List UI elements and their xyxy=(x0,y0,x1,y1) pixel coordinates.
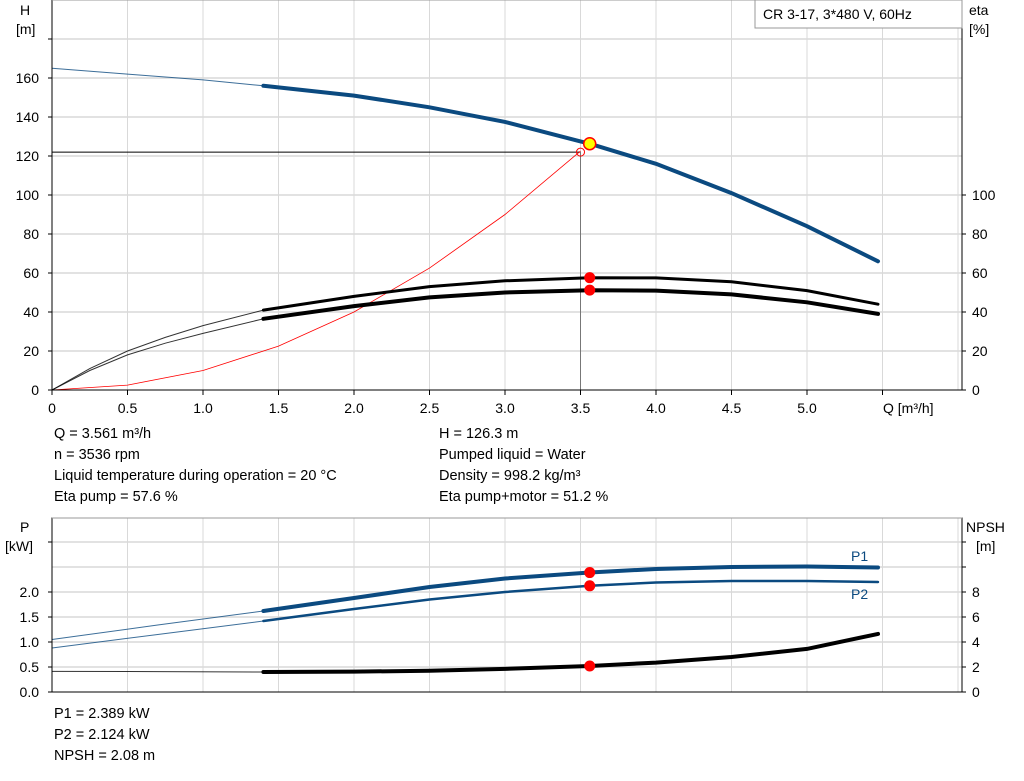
y-axis-label-npsh: NPSH xyxy=(966,519,1005,535)
x-tick-label: 1.5 xyxy=(269,400,289,416)
y-axis-label-p: P xyxy=(20,519,29,535)
lower-plot-area xyxy=(52,518,962,692)
info-liquid: Pumped liquid = Water xyxy=(439,447,586,463)
required-duty-point xyxy=(576,147,585,157)
info-left: Q = 3.561 m³/h n = 3536 rpm Liquid tempe… xyxy=(54,424,337,508)
axis-labels: 0 0.5 1.0 1.5 2.0 2.5 3.0 3.5 4.0 4.5 5.0020406080… xyxy=(16,0,996,700)
info-p2: P2 = 2.124 kW xyxy=(54,727,150,743)
y-axis-unit-p: [kW] xyxy=(5,538,33,554)
operating-point-npsh xyxy=(584,660,596,672)
y-tick-label-right: 8 xyxy=(972,584,980,600)
series-H-extrapolated xyxy=(51,67,264,87)
y-tick-label-left: 120 xyxy=(16,148,40,164)
series-P2-extrapolated xyxy=(51,620,264,649)
operating-point-eta-pump-motor xyxy=(584,284,596,296)
x-axis-label: Q [m³/h] xyxy=(883,400,934,416)
y-tick-label-left: 0 xyxy=(31,382,39,398)
info-speed: n = 3536 rpm xyxy=(54,447,140,463)
x-tick-label: 0 xyxy=(48,400,56,416)
y-tick-label-left: 60 xyxy=(23,265,39,281)
lower-grid xyxy=(52,518,962,692)
series-label-p2: P2 xyxy=(851,586,868,602)
series-NPSH-extrapolated xyxy=(51,670,264,673)
x-tick-label: 2.5 xyxy=(420,400,440,416)
series-eta_pump-extrapolated xyxy=(51,309,264,391)
x-tick-label: 3.5 xyxy=(571,400,591,416)
y-tick-label-left: 40 xyxy=(23,304,39,320)
y-tick-label-right: 6 xyxy=(972,609,980,625)
y-tick-label-left: 20 xyxy=(23,343,39,359)
y-tick-label-left: 140 xyxy=(16,109,40,125)
x-tick-label: 5.0 xyxy=(797,400,817,416)
info-density: Density = 998.2 kg/m³ xyxy=(439,468,581,484)
series-label-p1: P1 xyxy=(851,548,868,564)
series-eta_pump_motor-extrapolated xyxy=(51,318,264,391)
x-tick-label: 1.0 xyxy=(193,400,213,416)
info-temperature: Liquid temperature during operation = 20… xyxy=(54,468,337,484)
x-tick-label: 0.5 xyxy=(118,400,138,416)
operating-point-h xyxy=(582,136,597,151)
info-eta-pump-motor: Eta pump+motor = 51.2 % xyxy=(439,489,609,505)
y-tick-label-left: 160 xyxy=(16,70,40,86)
operating-point-p1 xyxy=(584,567,596,579)
y-axis-unit-eta: [%] xyxy=(969,21,989,37)
x-tick-label: 4.5 xyxy=(722,400,742,416)
y-tick-label-right: 80 xyxy=(972,226,988,242)
info-head: H = 126.3 m xyxy=(439,426,519,442)
chart-marks xyxy=(51,67,880,674)
series-P1-extrapolated xyxy=(51,610,264,640)
x-tick-label: 2.0 xyxy=(344,400,364,416)
y-tick-label-right: 0 xyxy=(972,382,980,398)
y-tick-label-left: 1.0 xyxy=(20,634,40,650)
y-tick-label-left: 0.5 xyxy=(20,659,40,675)
y-tick-label-left: 80 xyxy=(23,226,39,242)
info-npsh: NPSH = 2.08 m xyxy=(54,748,156,764)
info-right: H = 126.3 m Pumped liquid = Water Densit… xyxy=(439,424,608,508)
x-tick-label: 4.0 xyxy=(646,400,666,416)
info-p1: P1 = 2.389 kW xyxy=(54,706,150,722)
y-tick-label-left: 1.5 xyxy=(20,609,40,625)
y-tick-label-right: 100 xyxy=(972,187,996,203)
y-tick-label-right: 2 xyxy=(972,659,980,675)
series-system xyxy=(51,150,581,391)
y-tick-label-right: 20 xyxy=(972,343,988,359)
y-tick-label-left: 100 xyxy=(16,187,40,203)
operating-point-eta-pump xyxy=(584,272,596,284)
y-axis-unit-h: [m] xyxy=(16,21,35,37)
upper-grid xyxy=(52,0,962,390)
y-tick-label-right: 0 xyxy=(972,684,980,700)
y-tick-label-left: 0.0 xyxy=(20,684,40,700)
y-axis-label-eta: eta xyxy=(969,2,989,18)
y-axis-unit-npsh: [m] xyxy=(976,538,995,554)
chart-title: CR 3-17, 3*480 V, 60Hz xyxy=(763,6,912,22)
info-power: P1 = 2.389 kW P2 = 2.124 kW NPSH = 2.08 … xyxy=(54,704,155,767)
y-tick-label-left: 2.0 xyxy=(20,584,40,600)
legend-box: CR 3-17, 3*480 V, 60Hz xyxy=(754,0,963,29)
y-tick-label-right: 4 xyxy=(972,634,980,650)
y-tick-label-right: 60 xyxy=(972,265,988,281)
operating-point-p2 xyxy=(584,580,596,592)
info-flow: Q = 3.561 m³/h xyxy=(54,426,152,442)
y-axis-label-h: H xyxy=(20,2,30,18)
info-eta-pump: Eta pump = 57.6 % xyxy=(54,489,178,505)
y-tick-label-right: 40 xyxy=(972,304,988,320)
x-tick-label: 3.0 xyxy=(495,400,515,416)
